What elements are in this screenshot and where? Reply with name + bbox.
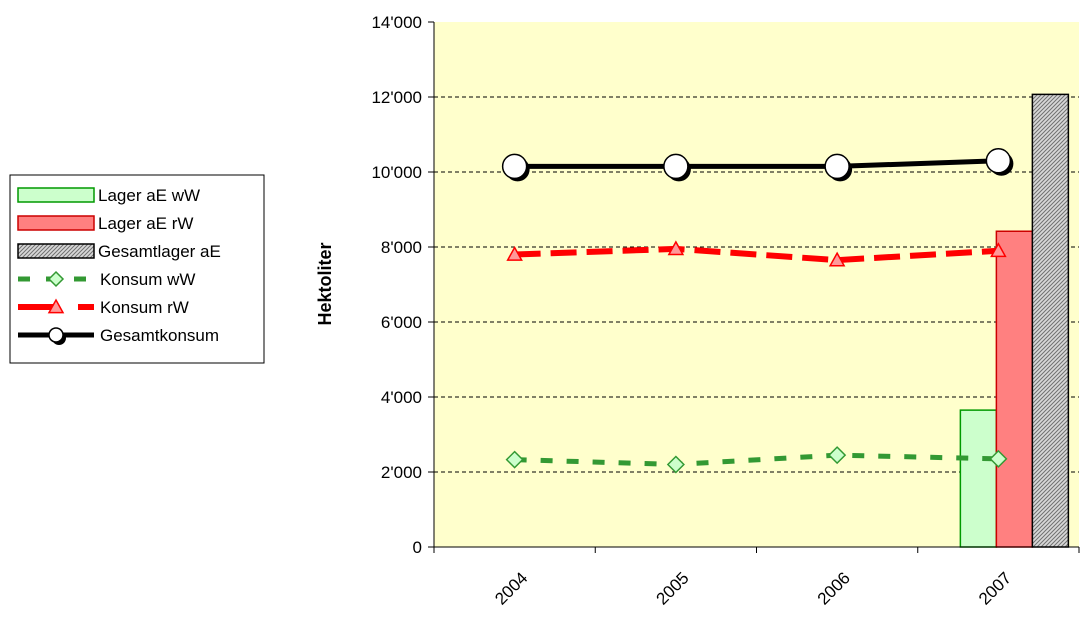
bar — [959, 409, 998, 548]
bar — [995, 230, 1034, 548]
legend-label: Konsum rW — [100, 298, 189, 317]
legend-swatch — [17, 187, 95, 203]
legend-label: Konsum wW — [100, 270, 195, 289]
series-line — [514, 158, 999, 169]
x-tick-label: 2004 — [491, 568, 531, 608]
y-tick-label: 0 — [413, 538, 422, 557]
y-tick-label: 10'000 — [371, 163, 422, 182]
legend-swatch — [17, 243, 95, 259]
y-tick-label: 14'000 — [371, 13, 422, 32]
legend-label: Lager aE wW — [98, 186, 200, 205]
legend-label: Gesamtlager aE — [98, 242, 221, 261]
data-point — [501, 153, 528, 180]
y-tick-label: 4'000 — [381, 388, 422, 407]
data-point — [828, 251, 846, 267]
legend-label: Lager aE rW — [98, 214, 193, 233]
series-line — [514, 452, 999, 468]
data-point — [989, 449, 1008, 468]
y-axis-label: Hektoliter — [315, 242, 335, 325]
data-point — [667, 240, 685, 256]
legend-marker — [48, 327, 64, 343]
x-tick-label: 2005 — [653, 568, 693, 608]
data-point — [985, 148, 1012, 174]
x-tick-label: 2007 — [975, 568, 1015, 608]
y-tick-label: 6'000 — [381, 313, 422, 332]
data-point — [666, 455, 685, 474]
data-point — [506, 245, 523, 261]
series-line — [514, 245, 999, 264]
data-point — [828, 446, 847, 465]
x-tick-label: 2006 — [814, 568, 854, 608]
data-point — [663, 153, 689, 180]
y-tick-label: 8'000 — [381, 238, 422, 257]
y-tick-label: 2'000 — [381, 463, 422, 482]
legend-marker — [47, 298, 65, 314]
data-point — [824, 153, 850, 180]
legend: Lager aE wW Lager aE rW Gesamtlager aE Kons… — [9, 174, 265, 364]
data-point — [505, 450, 524, 469]
legend-marker — [47, 270, 65, 288]
data-point — [990, 242, 1007, 258]
y-tick-label: 12'000 — [371, 88, 422, 107]
legend-swatch — [17, 215, 95, 231]
bar — [1031, 93, 1070, 548]
legend-label: Gesamtkonsum — [100, 326, 219, 345]
